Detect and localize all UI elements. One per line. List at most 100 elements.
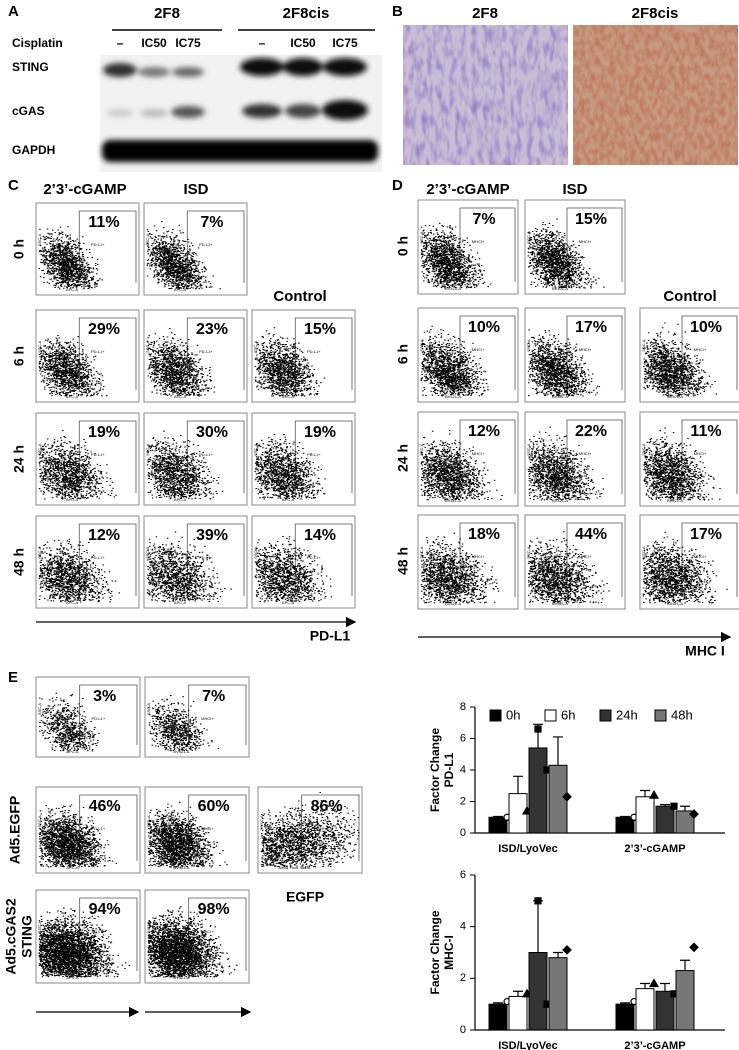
y-axis-label: SSC-A [146, 815, 151, 828]
percentage: 44% [575, 526, 607, 543]
bar [675, 970, 695, 1031]
bar [528, 952, 548, 1031]
legend-label: 48h [671, 707, 693, 722]
protein-label: GAPDH [12, 143, 55, 157]
dot-cloud [254, 536, 333, 603]
y-tick-label: 8 [460, 701, 466, 713]
percentage: 12% [88, 527, 120, 544]
x-axis-label: BV421-A [445, 498, 461, 503]
blot-bands [102, 58, 378, 162]
percentage: 15% [575, 211, 607, 228]
dot-cloud [146, 221, 222, 290]
x-axis-label: BV421-A [445, 394, 461, 399]
histology-texture [573, 25, 738, 165]
gate [78, 210, 137, 283]
gate-label: EGFP+ [314, 826, 328, 831]
y-axis-label: SSC-A [253, 340, 258, 353]
gate-label: PD-L1+ [91, 555, 105, 560]
y-tick-label: 0 [460, 1024, 466, 1036]
time-label: 6 h [395, 344, 411, 364]
dot-cloud [420, 429, 503, 501]
error-bar [640, 982, 650, 989]
gate [79, 897, 138, 971]
panel-label: D [392, 177, 403, 194]
bar [615, 1003, 635, 1031]
y-axis-label: SSC-A [526, 546, 531, 559]
dot-cloud [146, 328, 216, 397]
protein-label: cGAS [12, 104, 45, 118]
dot-cloud [642, 322, 718, 397]
x-axis-label: BV421-A [552, 394, 568, 399]
column-header: Control [663, 288, 716, 305]
time-label: 0 h [11, 239, 27, 259]
bar [655, 805, 675, 834]
percentage: 94% [89, 901, 121, 918]
x-axis-label: APC-A [66, 600, 79, 605]
legend-label: 6h [561, 707, 575, 722]
y-axis-label: SSC-A [419, 546, 424, 559]
x-axis-label: APC-A [282, 600, 295, 605]
error-bar [513, 775, 523, 794]
column-header: 2’3’-cGAMP [43, 181, 126, 198]
gate-label: PD-L1+ [91, 452, 105, 457]
column-header: ISD [562, 181, 587, 198]
percentage: 7% [202, 688, 225, 705]
gate-label: PD-L1+ [92, 716, 106, 721]
percentage: 86% [311, 798, 343, 815]
percentage: 11% [88, 214, 119, 231]
gate [186, 523, 245, 596]
x-axis-label: BV421-A [445, 286, 461, 291]
column-header: Control [273, 288, 326, 305]
percentage: 23% [196, 321, 228, 338]
axis-marker: EGFP [286, 889, 324, 905]
x-axis-label: BV421-A [173, 865, 189, 870]
error-bar [533, 900, 543, 953]
percentage: 39% [196, 527, 228, 544]
percentage: 17% [690, 526, 722, 543]
y-tick-label: 2 [460, 972, 466, 984]
y-tick-label: 2 [460, 795, 466, 807]
x-axis-label: APC-A [66, 865, 79, 870]
gate-label: MHCI+ [579, 239, 592, 244]
percentage: 7% [472, 211, 495, 228]
y-tick-label: 0 [460, 827, 466, 839]
time-label: 24 h [395, 444, 411, 472]
y-axis-label: SSC-A [145, 443, 150, 456]
gate-label: MHCI+ [472, 451, 485, 456]
panel-label: A [8, 3, 19, 20]
gate [186, 210, 245, 283]
legend-label: 24h [616, 707, 638, 722]
treatment-label: IC50 [290, 36, 316, 50]
bar [508, 995, 528, 1031]
percentage: 7% [200, 214, 223, 231]
treatment-label: – [117, 36, 124, 50]
point [534, 725, 542, 733]
flow-plot [524, 199, 626, 295]
y-tick-label: 4 [460, 764, 466, 776]
treatment-label: IC50 [141, 36, 167, 50]
dot-cloud [527, 426, 605, 501]
y-axis-label: SSC-A [641, 546, 646, 559]
gate-label: MHCI+ [579, 554, 592, 559]
point [648, 978, 660, 988]
treatment-title: Cisplatin [12, 36, 63, 50]
y-axis-label: SSC-A [526, 339, 531, 352]
gate-label: MHCI+ [579, 451, 592, 456]
point [562, 791, 572, 802]
percentage: 46% [89, 798, 121, 815]
x-axis-label: BV421-A [552, 498, 568, 503]
sample-label: 2F8cis [632, 5, 679, 22]
dot-cloud [260, 791, 360, 868]
histology-texture [403, 25, 568, 165]
percentage: 17% [575, 319, 607, 336]
dot-cloud [38, 907, 131, 978]
axis-marker: MHC I [685, 643, 725, 659]
percentage: 11% [690, 423, 721, 440]
gate [188, 684, 247, 745]
x-axis-label: APC-A [174, 287, 187, 292]
y-axis-label: SSC-A [145, 546, 150, 559]
y-axis-label: SSC-A [145, 233, 150, 246]
y-axis-label: SSC-A [253, 546, 258, 559]
dot-cloud [38, 804, 118, 868]
